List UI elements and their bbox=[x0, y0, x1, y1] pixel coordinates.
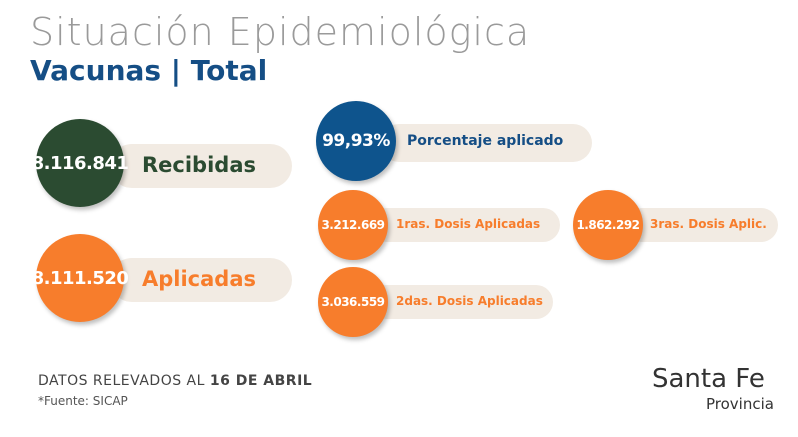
dosis1-label: 1ras. Dosis Aplicadas bbox=[396, 217, 541, 231]
dosis3-pill bbox=[625, 208, 778, 242]
recibidas-label: Recibidas bbox=[142, 153, 256, 177]
data-date: 16 DE ABRIL bbox=[209, 373, 313, 389]
porcentaje-label: Porcentaje aplicado bbox=[407, 133, 564, 149]
porcentaje-pill bbox=[380, 124, 592, 162]
dosis2-label: 2das. Dosis Aplicadas bbox=[396, 294, 543, 308]
dosis3-value: 1.862.292 bbox=[573, 190, 643, 260]
logo-sub: Provincia bbox=[706, 395, 774, 413]
page-subtitle: Vacunas | Total bbox=[30, 54, 268, 87]
source-note: *Fuente: SICAP bbox=[38, 394, 128, 408]
recibidas-pill bbox=[110, 144, 292, 188]
dosis3-label: 3ras. Dosis Aplic. bbox=[650, 217, 767, 231]
aplicadas-label: Aplicadas bbox=[142, 267, 257, 291]
dosis1-pill bbox=[370, 208, 560, 242]
page-title: Situación Epidemiológica bbox=[30, 10, 531, 54]
dosis2-value: 3.036.559 bbox=[318, 267, 388, 337]
recibidas-value: 8.116.841 bbox=[32, 119, 129, 207]
data-prefix: DATOS RELEVADOS AL bbox=[38, 373, 210, 389]
porcentaje-value: 99,93% bbox=[316, 101, 396, 181]
dosis1-value: 3.212.669 bbox=[318, 190, 388, 260]
dosis2-pill bbox=[370, 285, 553, 319]
logo-name: Santa Fe bbox=[652, 364, 765, 394]
aplicadas-value: 8.111.520 bbox=[32, 234, 129, 322]
data-date-note: DATOS RELEVADOS AL 16 DE ABRIL bbox=[38, 373, 312, 389]
aplicadas-pill bbox=[110, 258, 292, 302]
